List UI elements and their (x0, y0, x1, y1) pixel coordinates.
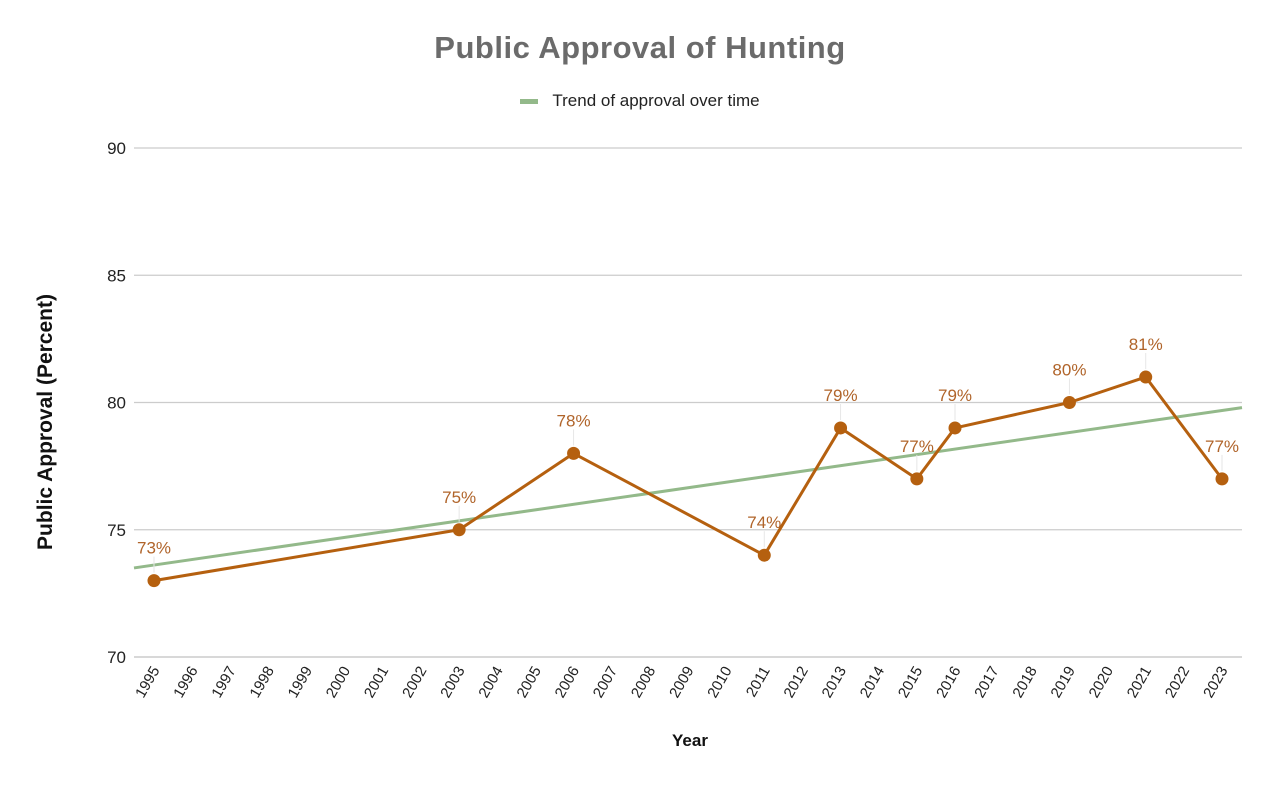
x-tick-label: 2001 (361, 664, 392, 701)
data-point (567, 446, 581, 460)
data-point (834, 421, 848, 435)
y-tick-label: 85 (107, 266, 126, 285)
data-label: 78% (557, 411, 591, 430)
trend-line (133, 406, 1243, 570)
data-point (757, 548, 771, 562)
x-tick-label: 2021 (1124, 664, 1155, 701)
x-tick-label: 2020 (1086, 664, 1117, 701)
data-label: 77% (900, 437, 934, 456)
data-label: 73% (137, 539, 171, 558)
data-point (147, 574, 161, 588)
x-tick-label: 1997 (208, 664, 239, 701)
approval-line (153, 375, 1224, 583)
x-tick-label: 2006 (552, 664, 583, 701)
x-tick-label: 2013 (819, 664, 850, 701)
data-point (948, 421, 962, 435)
x-tick-label: 1995 (132, 664, 163, 701)
data-label: 79% (938, 386, 972, 405)
data-point (1062, 396, 1076, 409)
x-tick-label: 2018 (1009, 664, 1040, 701)
x-tick-label: 1999 (285, 664, 316, 701)
x-tick-label: 1998 (246, 664, 277, 701)
x-tick-label: 2015 (895, 664, 926, 701)
x-axis-label: Year (672, 731, 708, 750)
x-tick-label: 2003 (437, 664, 468, 701)
y-tick-label: 70 (107, 648, 126, 667)
data-label: 81% (1129, 335, 1163, 354)
x-tick-label: 2002 (399, 664, 430, 701)
legend: Trend of approval over time (0, 91, 1280, 111)
x-tick-label: 2023 (1200, 664, 1231, 701)
x-tick-label: 2012 (780, 664, 811, 701)
legend-swatch-icon (520, 98, 539, 104)
y-tick-label: 90 (107, 139, 126, 158)
legend-label: Trend of approval over time (552, 91, 760, 110)
x-tick-label: 2000 (323, 664, 354, 701)
chart-title: Public Approval of Hunting (434, 30, 846, 65)
x-tick-label: 2014 (857, 664, 888, 701)
y-tick-label: 80 (107, 394, 126, 413)
x-tick-label: 2008 (628, 664, 659, 701)
x-tick-label: 2009 (666, 664, 697, 701)
x-tick-label: 2017 (971, 664, 1002, 701)
data-label: 80% (1052, 361, 1086, 380)
x-tick-label: 2004 (475, 664, 506, 701)
data-point (910, 472, 924, 486)
data-point (1139, 370, 1153, 384)
data-label: 79% (824, 386, 858, 405)
x-tick-label: 1996 (170, 664, 201, 701)
x-tick-label: 2010 (704, 664, 735, 701)
x-tick-label: 2019 (1047, 664, 1078, 701)
data-point (452, 523, 466, 537)
x-tick-label: 2016 (933, 664, 964, 701)
x-tick-label: 2011 (743, 664, 774, 700)
data-point (1215, 472, 1229, 486)
y-tick-label: 75 (107, 521, 126, 540)
x-tick-label: 2005 (513, 664, 544, 701)
data-label: 75% (442, 488, 476, 507)
data-label: 74% (747, 513, 781, 532)
x-tick-label: 2022 (1162, 664, 1193, 701)
data-label: 77% (1205, 437, 1239, 456)
x-tick-label: 2007 (590, 664, 621, 701)
